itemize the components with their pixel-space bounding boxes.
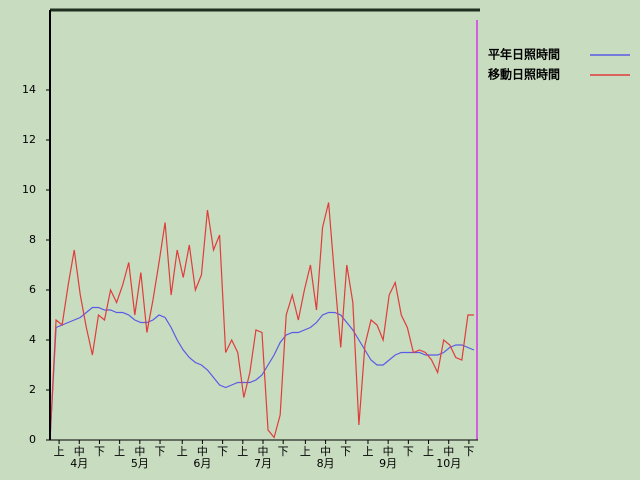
y-tick-label: 4 bbox=[29, 333, 36, 346]
x-tick-label: 下 bbox=[94, 445, 105, 458]
x-tick-label: 下 bbox=[403, 445, 414, 458]
y-tick-label: 2 bbox=[29, 383, 36, 396]
x-tick-label: 上 bbox=[237, 445, 248, 458]
x-tick-label: 中 bbox=[257, 445, 268, 458]
x-tick-label: 上 bbox=[54, 445, 65, 458]
y-tick-label: 6 bbox=[29, 283, 36, 296]
month-label: 9月 bbox=[379, 457, 397, 470]
series-line bbox=[49, 306, 475, 441]
x-tick-label: 中 bbox=[74, 445, 85, 458]
month-label: 8月 bbox=[317, 457, 335, 470]
month-label: 10月 bbox=[436, 457, 461, 470]
month-label: 4月 bbox=[70, 457, 88, 470]
x-tick-label: 中 bbox=[197, 445, 208, 458]
legend-label: 平年日照時間 bbox=[488, 47, 560, 62]
y-tick-label: 14 bbox=[22, 83, 36, 96]
series-line bbox=[49, 202, 474, 441]
x-tick-label: 上 bbox=[300, 445, 311, 458]
x-tick-label: 下 bbox=[217, 445, 228, 458]
x-tick-label: 下 bbox=[340, 445, 351, 458]
y-tick-label: 0 bbox=[29, 433, 36, 446]
x-tick-label: 下 bbox=[278, 445, 289, 458]
x-tick-label: 下 bbox=[155, 445, 166, 458]
y-tick-label: 8 bbox=[29, 233, 36, 246]
x-tick-label: 上 bbox=[177, 445, 188, 458]
x-tick-label: 中 bbox=[383, 445, 394, 458]
x-tick-label: 中 bbox=[134, 445, 145, 458]
y-tick-label: 10 bbox=[22, 183, 36, 196]
x-tick-label: 上 bbox=[423, 445, 434, 458]
x-tick-label: 中 bbox=[320, 445, 331, 458]
month-label: 6月 bbox=[193, 457, 211, 470]
y-tick-label: 12 bbox=[22, 133, 36, 146]
month-label: 5月 bbox=[131, 457, 149, 470]
month-label: 7月 bbox=[254, 457, 272, 470]
x-tick-label: 中 bbox=[443, 445, 454, 458]
x-tick-label: 上 bbox=[362, 445, 373, 458]
x-tick-label: 下 bbox=[463, 445, 474, 458]
x-tick-label: 上 bbox=[114, 445, 125, 458]
legend-label: 移動日照時間 bbox=[488, 67, 560, 82]
